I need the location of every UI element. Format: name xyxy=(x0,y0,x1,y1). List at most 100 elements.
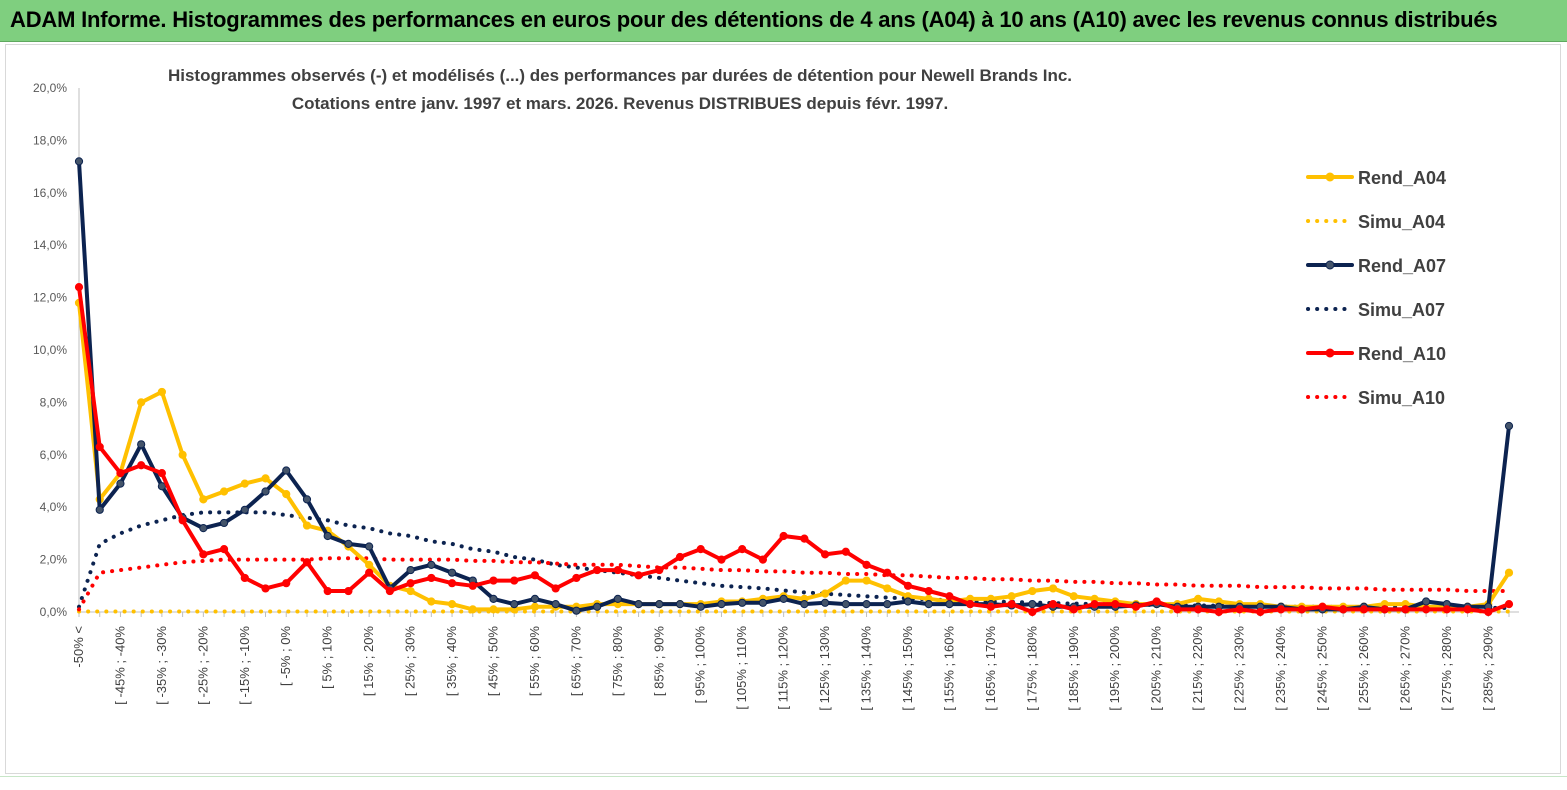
data-point-rend-a07 xyxy=(406,565,415,575)
data-point-rend-a10 xyxy=(1401,605,1410,614)
y-tick-label: 20,0% xyxy=(33,81,67,95)
data-point-rend-a10 xyxy=(447,579,457,588)
data-point-rend-a04 xyxy=(468,605,477,614)
data-point-rend-a07 xyxy=(820,598,830,607)
data-point-rend-a10 xyxy=(219,545,229,554)
x-tick-label: [ 255% ; 260% xyxy=(1356,626,1371,711)
x-tick-label: [ 75% ; 80% xyxy=(610,626,625,697)
y-tick-label: 18,0% xyxy=(33,133,67,147)
data-point-rend-a10 xyxy=(945,592,954,601)
data-point-rend-a07 xyxy=(572,606,581,615)
data-point-rend-a04 xyxy=(1007,592,1016,601)
data-point-rend-a07 xyxy=(634,600,643,609)
chart-title: Histogrammes observés (-) et modélisés (… xyxy=(168,66,1072,85)
data-point-rend-a10 xyxy=(1048,600,1058,609)
data-point-rend-a07 xyxy=(489,594,498,604)
data-point-rend-a10 xyxy=(1339,605,1348,614)
data-point-rend-a10 xyxy=(1276,605,1286,614)
x-tick-label: -50% < xyxy=(71,626,86,668)
data-point-rend-a07 xyxy=(883,600,892,609)
data-point-rend-a10 xyxy=(1504,600,1514,609)
data-point-rend-a10 xyxy=(986,602,995,611)
x-tick-label: [ -45% ; -40% xyxy=(112,626,127,705)
data-point-rend-a10 xyxy=(1463,605,1472,614)
x-tick-label: [ 165% ; 170% xyxy=(983,626,998,711)
data-point-rend-a10 xyxy=(178,516,187,525)
data-point-rend-a10 xyxy=(1111,600,1120,609)
chart-subtitle: Cotations entre janv. 1997 et mars. 2026… xyxy=(292,94,948,113)
data-point-rend-a07 xyxy=(903,597,913,606)
legend-marker-rend-a04 xyxy=(1325,172,1335,182)
legend-label-simu-a04: Simu_A04 xyxy=(1358,212,1445,232)
data-point-rend-a10 xyxy=(820,550,830,559)
data-point-rend-a07 xyxy=(655,600,664,609)
series-line-rend-a04 xyxy=(77,300,1511,612)
data-point-rend-a10 xyxy=(1256,607,1265,617)
y-tick-label: 14,0% xyxy=(33,238,67,252)
page-footer xyxy=(0,776,1567,790)
data-point-rend-a10 xyxy=(613,565,622,575)
legend-label-rend-a04: Rend_A04 xyxy=(1358,168,1446,188)
data-point-rend-a10 xyxy=(530,571,540,580)
x-tick-label: [ 275% ; 280% xyxy=(1439,626,1454,711)
data-point-rend-a07 xyxy=(1028,600,1037,609)
data-point-rend-a04 xyxy=(1048,584,1058,593)
x-tick-label: [ 185% ; 190% xyxy=(1066,626,1081,711)
x-tick-label: [ -35% ; -30% xyxy=(154,626,169,705)
data-point-rend-a04 xyxy=(427,597,436,606)
x-tick-label: [ 195% ; 200% xyxy=(1107,626,1122,711)
x-tick-label: [ 105% ; 110% xyxy=(734,626,749,710)
data-point-rend-a10 xyxy=(634,571,643,580)
x-tick-label: [ 25% ; 30% xyxy=(403,626,418,697)
data-point-rend-a04 xyxy=(137,398,146,407)
data-point-rend-a10 xyxy=(157,469,166,478)
data-point-rend-a10 xyxy=(1318,602,1327,611)
x-tick-label: [ -15% ; -10% xyxy=(237,626,252,705)
legend-marker-rend-a10 xyxy=(1325,348,1335,358)
data-point-rend-a10 xyxy=(1173,605,1182,614)
x-tick-label: [ 125% ; 130% xyxy=(817,626,832,711)
y-tick-label: 16,0% xyxy=(33,186,67,200)
x-tick-label: [ 55% ; 60% xyxy=(527,626,542,697)
chart-titles: Histogrammes observés (-) et modélisés (… xyxy=(168,66,1072,113)
data-point-rend-a04 xyxy=(219,487,229,496)
data-point-rend-a07 xyxy=(219,518,229,528)
x-tick-label: [ 235% ; 240% xyxy=(1273,626,1288,711)
data-point-rend-a07 xyxy=(240,505,249,514)
data-point-rend-a10 xyxy=(924,586,933,596)
data-point-rend-a10 xyxy=(1069,605,1078,614)
data-point-rend-a07 xyxy=(841,600,850,609)
data-point-rend-a07 xyxy=(1504,421,1514,431)
x-tick-label: [ 215% ; 220% xyxy=(1190,626,1205,711)
data-point-rend-a07 xyxy=(738,598,747,607)
legend-label-rend-a07: Rend_A07 xyxy=(1358,256,1446,276)
data-point-rend-a07 xyxy=(510,600,519,609)
data-point-rend-a10 xyxy=(903,581,913,590)
x-tick-label: [ 135% ; 140% xyxy=(859,626,874,711)
data-point-rend-a10 xyxy=(717,555,726,564)
data-point-rend-a04 xyxy=(261,474,270,483)
data-point-rend-a04 xyxy=(406,586,415,596)
data-point-rend-a07 xyxy=(530,594,540,604)
x-tick-label: [ 285% ; 290% xyxy=(1480,626,1495,711)
data-point-rend-a07 xyxy=(593,602,602,611)
x-tick-label: [ 145% ; 150% xyxy=(900,626,915,711)
y-tick-label: 12,0% xyxy=(33,291,67,305)
data-point-rend-a10 xyxy=(137,461,146,470)
data-point-rend-a10 xyxy=(116,469,125,478)
data-point-rend-a04 xyxy=(530,602,540,611)
data-point-rend-a10 xyxy=(74,283,84,292)
data-point-rend-a04 xyxy=(1504,568,1514,577)
data-point-rend-a10 xyxy=(489,576,498,585)
data-point-rend-a07 xyxy=(613,594,622,604)
legend-label-rend-a10: Rend_A10 xyxy=(1358,344,1446,364)
data-point-rend-a04 xyxy=(365,560,374,569)
x-tick-label: [ 155% ; 160% xyxy=(941,626,956,711)
legend-label-simu-a10: Simu_A10 xyxy=(1358,388,1445,408)
data-point-rend-a07 xyxy=(717,600,726,609)
data-point-rend-a07 xyxy=(282,466,291,475)
data-point-rend-a07 xyxy=(302,495,312,504)
data-point-rend-a10 xyxy=(282,579,291,588)
data-point-rend-a04 xyxy=(841,576,850,585)
data-point-rend-a10 xyxy=(1028,607,1037,617)
